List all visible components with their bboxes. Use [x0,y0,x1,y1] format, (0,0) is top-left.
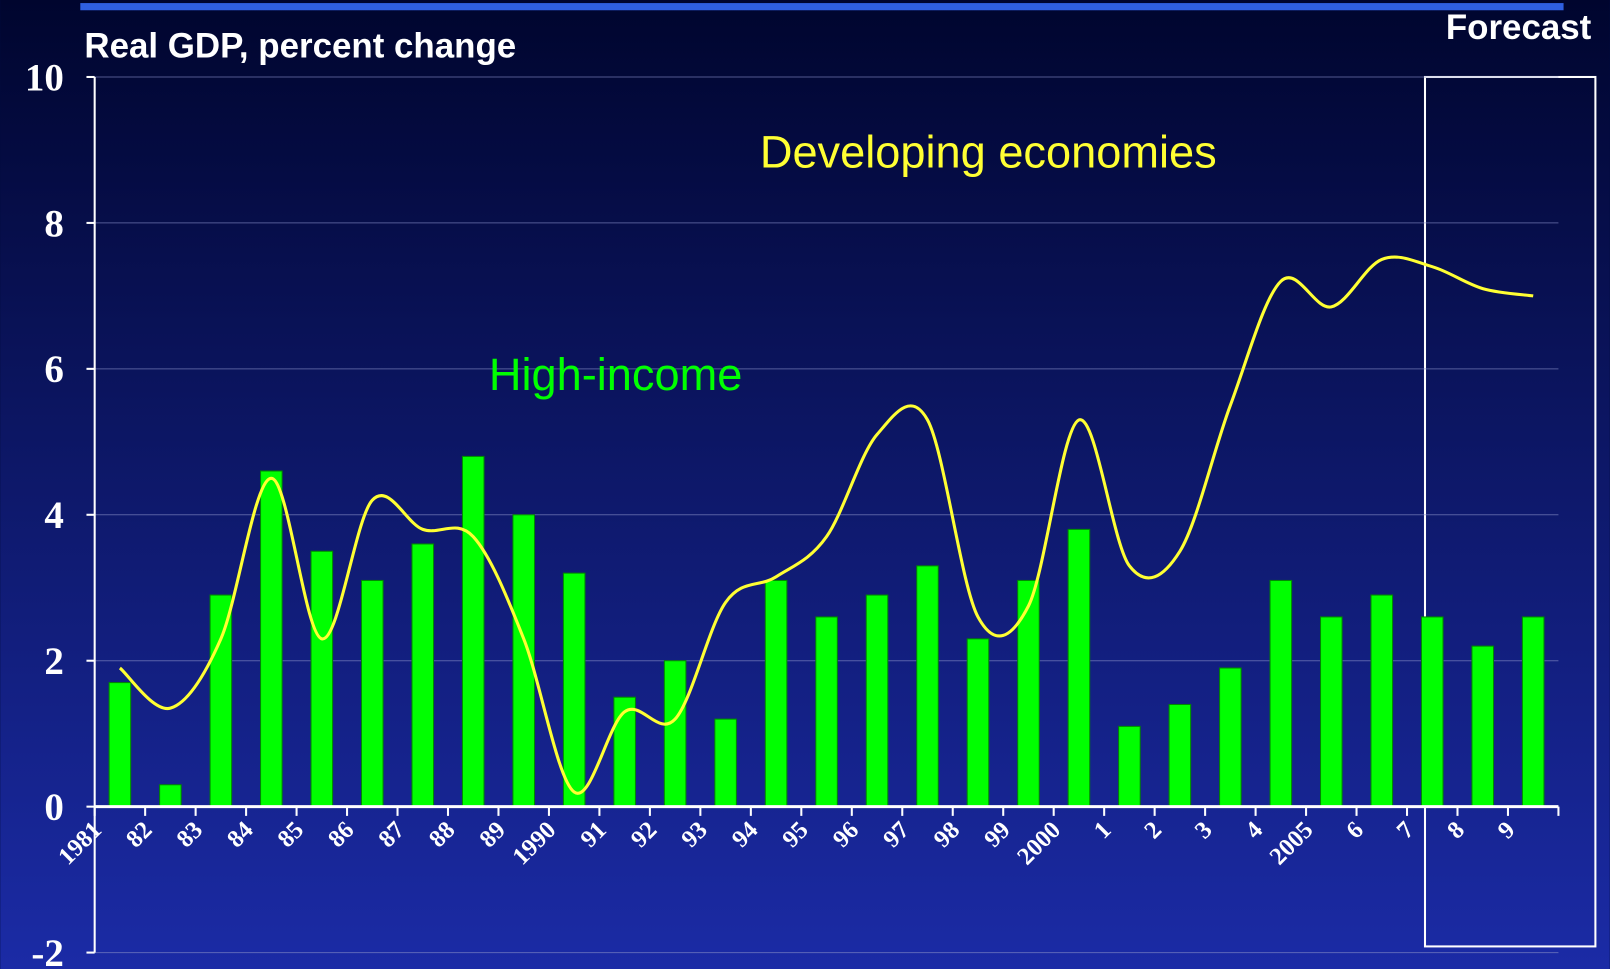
bar [966,638,990,808]
series-label: Developing economies [760,126,1217,177]
bar [1168,703,1192,808]
chart-title: Real GDP, percent change [84,26,516,65]
bar [1067,528,1091,808]
bar [260,470,283,808]
bar [411,543,435,808]
bar [461,455,485,808]
y-tick-label: 6 [44,348,64,391]
y-tick-label: 0 [44,786,64,829]
forecast-label: Forecast [1446,8,1592,47]
y-tick-label: 8 [44,202,64,245]
y-tick-label: 2 [44,640,64,683]
bar [360,579,384,808]
bar [1521,616,1545,808]
bar [916,565,939,808]
bar [1269,579,1293,808]
bar [663,660,687,808]
bar [865,594,889,808]
y-tick-label: 10 [25,56,64,99]
bar [1320,616,1343,808]
bar [815,616,838,808]
bar [1420,616,1444,808]
bar [714,718,737,808]
series-label: High-income [489,349,742,400]
bar [1471,645,1495,808]
bar [1017,579,1040,808]
bar [1370,594,1394,808]
line [118,255,1534,795]
bar [1219,667,1242,808]
bar [209,594,233,808]
top-rule [80,3,1564,11]
bar [764,579,788,808]
bar [1118,725,1141,808]
y-tick-label: -2 [31,932,64,969]
bar [108,682,132,808]
bar [159,784,182,808]
bar [310,550,334,808]
bar [562,572,586,808]
y-tick-label: 4 [44,494,64,537]
